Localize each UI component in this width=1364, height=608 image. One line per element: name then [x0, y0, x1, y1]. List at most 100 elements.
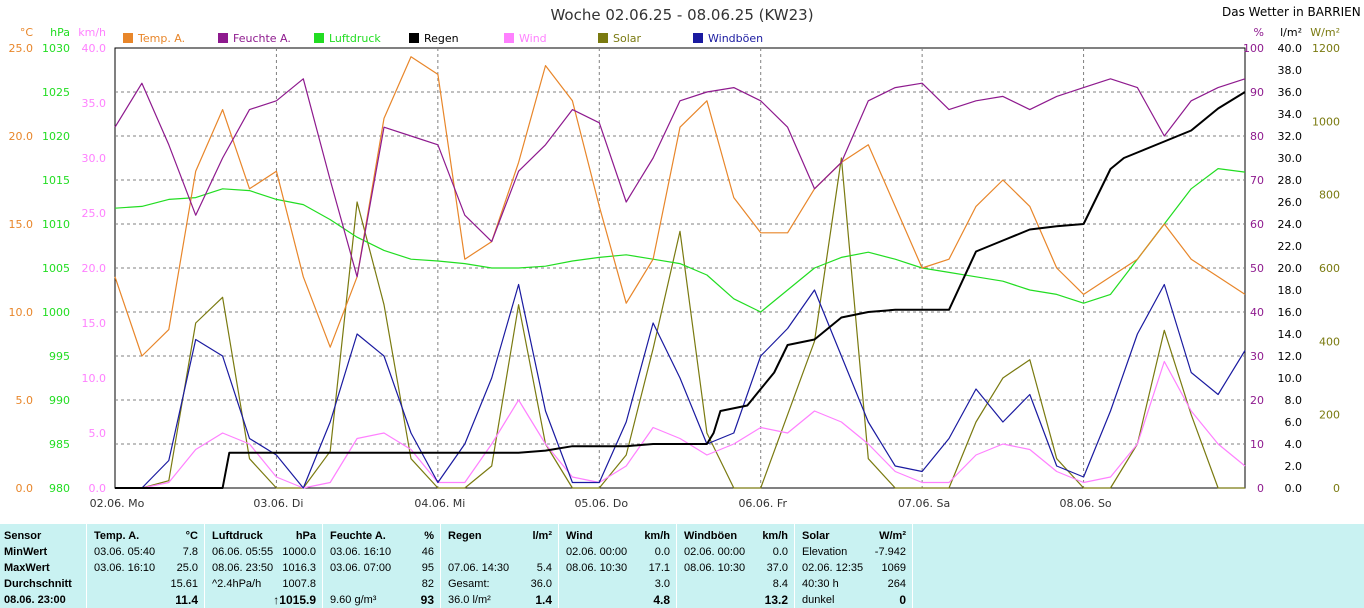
stats-separator: [558, 524, 559, 608]
tick-temp: 15.0: [9, 218, 34, 231]
series-press: [114, 168, 1246, 313]
tick-rain: 36.0: [1278, 86, 1303, 99]
tick-press: 1005: [42, 262, 70, 275]
series-rain: [115, 91, 1246, 489]
tick-press: 1015: [42, 174, 70, 187]
tick-rain: 30.0: [1278, 152, 1303, 165]
stats-row: Elevation -7.942: [798, 544, 910, 560]
tick-press: 1020: [42, 130, 70, 143]
tick-rain: 12.0: [1278, 350, 1303, 363]
stats-panel-solar: Solar W/m² Elevation -7.942 02.06. 12:35 1069…: [798, 524, 910, 608]
tick-solar: 600: [1319, 262, 1340, 275]
stats-label: Wind: [566, 530, 593, 542]
stats-row: ↑1015.9: [208, 592, 320, 608]
stats-separator: [322, 524, 323, 608]
unit-wind: km/h: [78, 26, 106, 39]
tick-rain: 0.0: [1285, 482, 1303, 495]
stats-value: 13.2: [764, 593, 788, 607]
stats-value: %: [424, 530, 434, 542]
tick-press: 985: [49, 438, 70, 451]
stats-panel-wind: Wind km/h 02.06. 00:00 0.0 08.06. 10:30 17.1 3…: [562, 524, 674, 608]
tick-hum: 10: [1250, 438, 1264, 451]
stats-row: MinWert: [0, 544, 86, 560]
stats-value: 0: [899, 593, 906, 607]
legend-swatch-rain: [409, 33, 419, 43]
stats-label: Sensor: [4, 530, 42, 542]
tick-temp: 20.0: [9, 130, 34, 143]
legend-label-gust: Windböen: [708, 32, 763, 45]
stats-row: 40:30 h 264: [798, 576, 910, 592]
tick-hum: 80: [1250, 130, 1264, 143]
tick-hum: 50: [1250, 262, 1264, 275]
tick-rain: 8.0: [1285, 394, 1303, 407]
tick-temp: 10.0: [9, 306, 34, 319]
tick-rain: 6.0: [1285, 416, 1303, 429]
stats-value: 25.0: [176, 562, 198, 574]
tick-solar: 1000: [1312, 115, 1340, 128]
stats-value: 1016.3: [282, 562, 316, 574]
stats-row: Durchschnitt: [0, 576, 86, 592]
tick-wind: 40.0: [82, 42, 107, 55]
unit-rain: l/m²: [1280, 26, 1302, 39]
tick-wind: 30.0: [82, 152, 107, 165]
tick-rain: 14.0: [1278, 328, 1303, 341]
stats-row: 03.06. 07:00 95: [326, 560, 438, 576]
x-label-day: 02.06. Mo: [90, 497, 145, 510]
stats-row: 11.4: [90, 592, 202, 608]
stats-separator: [676, 524, 677, 608]
tick-press: 1000: [42, 306, 70, 319]
tick-wind: 15.0: [82, 317, 107, 330]
site-title: Das Wetter in BARRIEN: [1222, 5, 1361, 19]
legend: Temp. A. Feuchte A. Luftdruck Regen Wind Sola…: [123, 32, 763, 45]
x-label-day: 06.06. Fr: [738, 497, 787, 510]
stats-row: 03.06. 16:10 46: [326, 544, 438, 560]
stats-row: 02.06. 00:00 0.0: [562, 544, 674, 560]
tick-rain: 2.0: [1285, 460, 1303, 473]
tick-rain: 24.0: [1278, 218, 1303, 231]
stats-value: 15.61: [170, 578, 198, 590]
stats-label: 40:30 h: [802, 578, 839, 590]
legend-label-temp: Temp. A.: [137, 32, 185, 45]
stats-label: 03.06. 16:10: [330, 546, 392, 558]
stats-row: Wind km/h: [562, 528, 674, 544]
stats-row: MaxWert: [0, 560, 86, 576]
stats-label: Durchschnitt: [4, 578, 72, 590]
legend-label-press: Luftdruck: [329, 32, 381, 45]
stats-value: -7.942: [874, 546, 906, 558]
stats-row: 08.06. 10:30 17.1: [562, 560, 674, 576]
tick-rain: 38.0: [1278, 64, 1303, 77]
unit-solar: W/m²: [1310, 26, 1340, 39]
chart-title: Woche 02.06.25 - 08.06.25 (KW23): [550, 6, 813, 24]
stats-value: 264: [887, 578, 906, 590]
tick-solar: 0: [1333, 482, 1340, 495]
tick-solar: 400: [1319, 335, 1340, 348]
stats-value: 7.8: [182, 546, 198, 558]
stats-value: 95: [421, 562, 434, 574]
stats-separator: [204, 524, 205, 608]
stats-value: 93: [420, 593, 434, 607]
stats-row: 06.06. 05:55 1000.0: [208, 544, 320, 560]
stats-label: 9.60 g/m³: [330, 594, 377, 606]
legend-swatch-hum: [218, 33, 228, 43]
tick-press: 995: [49, 350, 70, 363]
stats-label: dunkel: [802, 594, 835, 606]
tick-hum: 0: [1257, 482, 1264, 495]
stats-row: Gesamt: 36.0: [444, 576, 556, 592]
stats-value: hPa: [295, 530, 316, 542]
unit-temp: °C: [20, 26, 34, 39]
statistics-table: Sensor MinWert MaxWert Durchschnitt 08.06. 2…: [0, 524, 1364, 608]
tick-rain: 34.0: [1278, 108, 1303, 121]
tick-hum: 70: [1250, 174, 1264, 187]
legend-label-solar: Solar: [613, 32, 642, 45]
tick-rain: 18.0: [1278, 284, 1303, 297]
tick-wind: 35.0: [82, 97, 107, 110]
stats-label: 07.06. 14:30: [448, 562, 510, 574]
stats-panel-sensor: Sensor MinWert MaxWert Durchschnitt 08.06. 2…: [0, 524, 86, 608]
legend-label-hum: Feuchte A.: [233, 32, 291, 45]
x-axis-labels: 02.06. Mo 03.06. Di 04.06. Mi 05.06. Do 06.0…: [90, 497, 1112, 510]
stats-row: 4.8: [562, 592, 674, 608]
stats-label: 08.06. 10:30: [684, 562, 746, 574]
tick-hum: 100: [1243, 42, 1264, 55]
tick-temp: 5.0: [16, 394, 34, 407]
x-label-day: 08.06. So: [1059, 497, 1111, 510]
